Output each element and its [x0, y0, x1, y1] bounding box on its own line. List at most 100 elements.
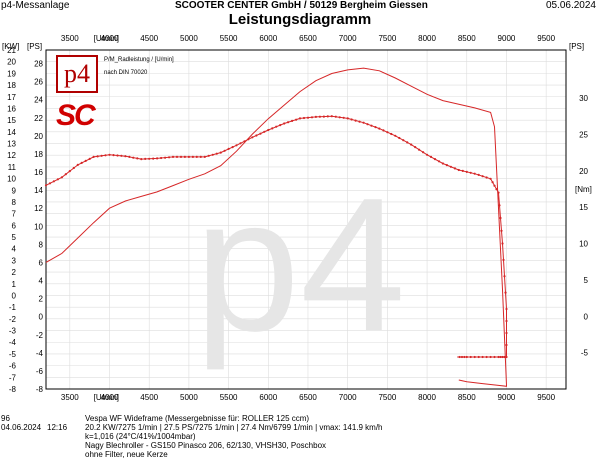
ps-tick-label-left: 4 — [39, 277, 44, 286]
footer-line-3: k=1,016 (24°C/41%/1004mbar) — [85, 432, 196, 441]
torque-point — [104, 154, 107, 157]
torque-point — [302, 116, 306, 120]
footer-id: 96 — [1, 414, 10, 423]
torque-point — [116, 154, 119, 157]
kw-axis-label: [KW] — [2, 42, 19, 51]
torque-point — [502, 258, 505, 261]
torque-point — [473, 355, 476, 359]
torque-point — [505, 319, 508, 323]
torque-point — [473, 172, 476, 175]
torque-point — [366, 123, 369, 126]
x-tick-label-top: 7000 — [339, 34, 357, 43]
kw-tick-label: 7 — [12, 210, 17, 219]
torque-point — [495, 188, 498, 191]
chart-title: Leistungsdiagramm — [228, 11, 372, 28]
torque-point — [152, 157, 155, 160]
ps-tick-label-left: 14 — [34, 186, 43, 195]
ps-tick-label-right: 20 — [579, 167, 588, 176]
torque-point — [505, 331, 508, 335]
ps-tick-label-left: 22 — [34, 114, 43, 123]
torque-point — [132, 156, 135, 159]
legend-line-1: P/M_Radleistung / [U/min] — [104, 57, 174, 63]
x-tick-label-bottom: 5000 — [180, 393, 198, 402]
kw-tick-label: -3 — [9, 327, 17, 336]
torque-point — [100, 154, 103, 157]
torque-point — [469, 355, 472, 359]
torque-point — [449, 165, 452, 168]
torque-point — [211, 153, 214, 156]
kw-tick-label: 19 — [7, 69, 16, 78]
torque-point — [136, 157, 139, 160]
kw-tick-label: 13 — [7, 140, 16, 149]
x-tick-label-top: 5000 — [180, 34, 198, 43]
torque-point — [501, 242, 504, 245]
ps-tick-label-left: 2 — [39, 295, 44, 304]
torque-point — [160, 156, 163, 160]
kw-tick-label: 6 — [12, 221, 17, 230]
footer-line-4: Nagy Blechroller - GS150 Pinasco 206, 62… — [85, 441, 327, 450]
torque-point — [500, 229, 503, 232]
torque-point — [414, 146, 417, 149]
ps-tick-label-right: -5 — [581, 349, 589, 358]
ps-tick-label-left: -2 — [36, 331, 44, 340]
kw-tick-label: 1 — [12, 280, 17, 289]
ps-tick-label-left: 18 — [34, 150, 43, 159]
plot-frame — [45, 49, 567, 390]
ps-tick-label-right: 5 — [584, 276, 589, 285]
torque-point — [80, 161, 83, 164]
torque-point — [390, 132, 393, 136]
kw-tick-label: -6 — [9, 362, 17, 371]
torque-point — [215, 152, 218, 155]
torque-point — [295, 118, 298, 121]
torque-point — [60, 176, 64, 179]
x-tick-label-top: 8500 — [458, 34, 476, 43]
x-tick-label-top: 7500 — [378, 34, 396, 43]
torque-point — [398, 136, 401, 140]
x-tick-label-bottom: 6500 — [299, 393, 317, 402]
torque-point — [187, 155, 190, 158]
torque-point — [168, 156, 171, 159]
torque-point — [108, 153, 111, 156]
kw-tick-label: 0 — [12, 291, 17, 300]
torque-point — [287, 121, 290, 124]
torque-point — [499, 216, 502, 220]
kw-tick-label: 11 — [8, 163, 17, 172]
torque-point — [477, 355, 480, 359]
torque-point — [499, 355, 502, 359]
x-unit-label-bottom: [U/min] — [94, 393, 119, 402]
torque-point — [92, 155, 95, 158]
torque-point — [485, 176, 488, 179]
torque-point — [259, 132, 262, 135]
torque-point — [203, 155, 206, 158]
kw-tick-label: 12 — [7, 151, 16, 160]
x-tick-label-top: 5500 — [220, 34, 238, 43]
torque-point — [503, 355, 506, 359]
ps-tick-label-left: 28 — [34, 60, 43, 69]
torque-point — [418, 148, 421, 151]
ps-tick-label-left: -6 — [36, 367, 44, 376]
power-curve — [45, 67, 507, 387]
torque-point — [144, 157, 147, 160]
torque-point — [441, 162, 444, 165]
torque-point — [326, 115, 329, 118]
torque-point — [505, 343, 508, 347]
ps-tick-label-left: 24 — [34, 96, 43, 105]
ps-tick-label-left: 12 — [34, 204, 43, 213]
kw-tick-label: 3 — [12, 256, 17, 265]
torque-point — [497, 191, 500, 194]
torque-point — [239, 142, 242, 145]
torque-point — [291, 119, 294, 122]
torque-point — [179, 155, 183, 158]
torque-point — [68, 170, 71, 173]
torque-point — [279, 124, 282, 127]
torque-point — [504, 291, 507, 294]
software-name: p4-Messanlage — [1, 0, 70, 11]
torque-point — [183, 155, 186, 158]
x-tick-label-top: 9500 — [537, 34, 555, 43]
ps-tick-label-left: 26 — [34, 78, 43, 87]
torque-point — [76, 163, 79, 166]
torque-point — [458, 355, 461, 359]
torque-point — [124, 155, 127, 158]
x-tick-label-bottom: 4500 — [140, 393, 158, 402]
